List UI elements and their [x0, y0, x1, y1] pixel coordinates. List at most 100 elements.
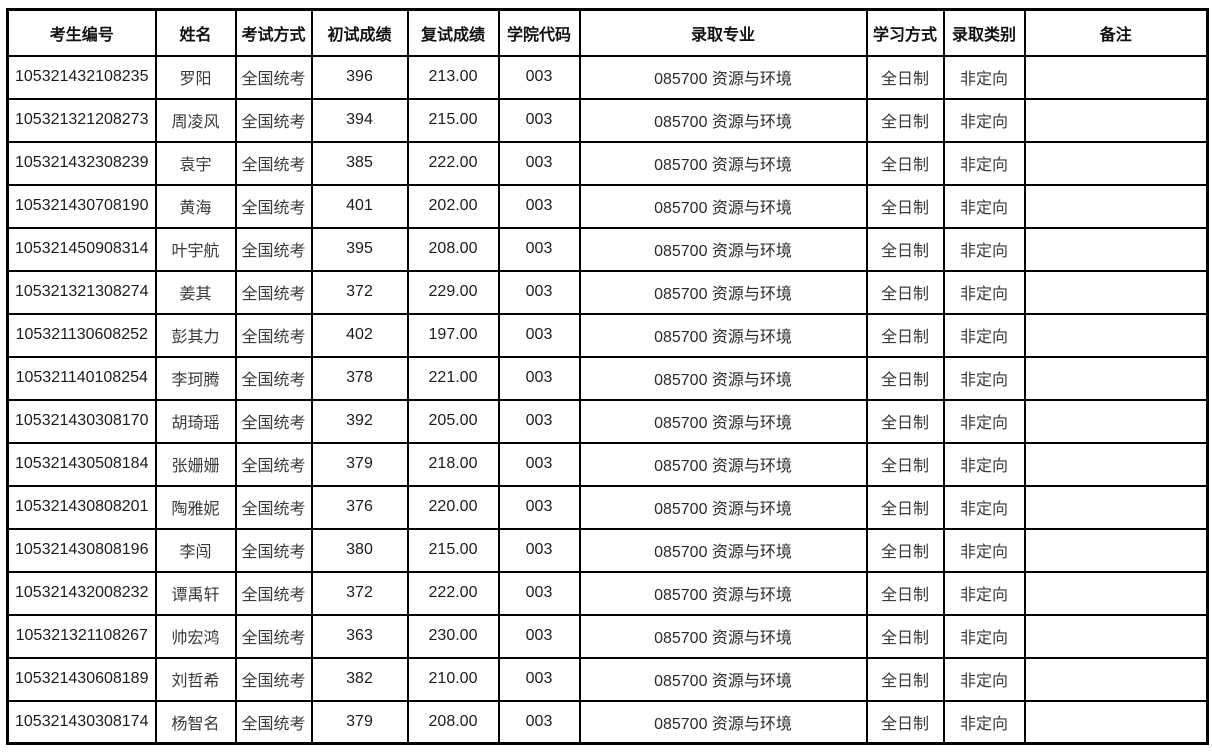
cell-candidate-id: 105321430808201 — [6, 484, 157, 530]
cell-admission-category: 非定向 — [942, 441, 1026, 487]
cell-retest-score: 229.00 — [406, 269, 500, 315]
cell-college-code: 003 — [497, 140, 581, 186]
cell-admission-category: 非定向 — [942, 398, 1026, 444]
cell-major: 085700 资源与环境 — [578, 97, 868, 143]
cell-candidate-id: 105321321108267 — [6, 613, 157, 659]
cell-major: 085700 资源与环境 — [578, 269, 868, 315]
cell-major: 085700 资源与环境 — [578, 355, 868, 401]
cell-major: 085700 资源与环境 — [578, 656, 868, 702]
cell-college-code: 003 — [497, 699, 581, 745]
cell-major: 085700 资源与环境 — [578, 312, 868, 358]
admission-table: 考生编号 姓名 考试方式 初试成绩 复试成绩 学院代码 录取专业 学习方式 录取类别 备注 105… — [6, 8, 1209, 745]
cell-exam-method: 全国统考 — [234, 441, 313, 487]
table-row: 105321430508184 张姗姗 全国统考 379 218.00 003 085700… — [6, 441, 1209, 487]
cell-admission-category: 非定向 — [942, 183, 1026, 229]
cell-study-mode: 全日制 — [865, 398, 945, 444]
cell-admission-category: 非定向 — [942, 484, 1026, 530]
cell-college-code: 003 — [497, 312, 581, 358]
table-row: 105321130608252 彭其力 全国统考 402 197.00 003 085700… — [6, 312, 1209, 358]
cell-retest-score: 230.00 — [406, 613, 500, 659]
cell-initial-score: 372 — [310, 570, 409, 616]
cell-admission-category: 非定向 — [942, 312, 1026, 358]
cell-retest-score: 208.00 — [406, 699, 500, 745]
col-header-exam-method: 考试方式 — [234, 8, 313, 57]
cell-name: 谭禹轩 — [154, 570, 237, 616]
cell-study-mode: 全日制 — [865, 140, 945, 186]
cell-remarks — [1023, 226, 1209, 272]
table-row: 105321321108267 帅宏鸿 全国统考 363 230.00 003 085700… — [6, 613, 1209, 659]
cell-admission-category: 非定向 — [942, 140, 1026, 186]
cell-exam-method: 全国统考 — [234, 699, 313, 745]
cell-admission-category: 非定向 — [942, 699, 1026, 745]
cell-retest-score: 197.00 — [406, 312, 500, 358]
cell-remarks — [1023, 183, 1209, 229]
cell-study-mode: 全日制 — [865, 527, 945, 573]
cell-remarks — [1023, 441, 1209, 487]
cell-candidate-id: 105321130608252 — [6, 312, 157, 358]
col-header-name: 姓名 — [154, 8, 237, 57]
cell-major: 085700 资源与环境 — [578, 484, 868, 530]
cell-name: 周凌风 — [154, 97, 237, 143]
cell-name: 张姗姗 — [154, 441, 237, 487]
cell-remarks — [1023, 656, 1209, 702]
table-row: 105321430308174 杨智名 全国统考 379 208.00 003 085700… — [6, 699, 1209, 745]
cell-study-mode: 全日制 — [865, 97, 945, 143]
cell-college-code: 003 — [497, 183, 581, 229]
cell-major: 085700 资源与环境 — [578, 54, 868, 100]
cell-admission-category: 非定向 — [942, 570, 1026, 616]
cell-exam-method: 全国统考 — [234, 355, 313, 401]
cell-initial-score: 392 — [310, 398, 409, 444]
cell-retest-score: 213.00 — [406, 54, 500, 100]
cell-major: 085700 资源与环境 — [578, 527, 868, 573]
cell-remarks — [1023, 355, 1209, 401]
cell-initial-score: 372 — [310, 269, 409, 315]
cell-initial-score: 394 — [310, 97, 409, 143]
cell-candidate-id: 105321450908314 — [6, 226, 157, 272]
cell-candidate-id: 105321432008232 — [6, 570, 157, 616]
table-row: 105321430808196 李闯 全国统考 380 215.00 003 085700 … — [6, 527, 1209, 573]
cell-remarks — [1023, 613, 1209, 659]
cell-remarks — [1023, 140, 1209, 186]
cell-study-mode: 全日制 — [865, 656, 945, 702]
cell-name: 罗阳 — [154, 54, 237, 100]
cell-study-mode: 全日制 — [865, 355, 945, 401]
cell-candidate-id: 105321430708190 — [6, 183, 157, 229]
table-row: 105321430708190 黄海 全国统考 401 202.00 003 085700 … — [6, 183, 1209, 229]
cell-candidate-id: 105321430808196 — [6, 527, 157, 573]
cell-candidate-id: 105321430308174 — [6, 699, 157, 745]
cell-study-mode: 全日制 — [865, 441, 945, 487]
col-header-candidate-id: 考生编号 — [6, 8, 157, 57]
cell-retest-score: 210.00 — [406, 656, 500, 702]
cell-major: 085700 资源与环境 — [578, 398, 868, 444]
cell-college-code: 003 — [497, 355, 581, 401]
cell-exam-method: 全国统考 — [234, 398, 313, 444]
cell-college-code: 003 — [497, 613, 581, 659]
cell-major: 085700 资源与环境 — [578, 226, 868, 272]
cell-name: 袁宇 — [154, 140, 237, 186]
table-row: 105321140108254 李珂腾 全国统考 378 221.00 003 085700… — [6, 355, 1209, 401]
cell-admission-category: 非定向 — [942, 527, 1026, 573]
cell-initial-score: 395 — [310, 226, 409, 272]
cell-initial-score: 376 — [310, 484, 409, 530]
cell-initial-score: 379 — [310, 699, 409, 745]
cell-retest-score: 208.00 — [406, 226, 500, 272]
cell-initial-score: 380 — [310, 527, 409, 573]
cell-candidate-id: 105321321208273 — [6, 97, 157, 143]
cell-college-code: 003 — [497, 484, 581, 530]
cell-admission-category: 非定向 — [942, 226, 1026, 272]
cell-college-code: 003 — [497, 441, 581, 487]
cell-remarks — [1023, 527, 1209, 573]
cell-name: 黄海 — [154, 183, 237, 229]
table-row: 105321321308274 姜其 全国统考 372 229.00 003 085700 … — [6, 269, 1209, 315]
cell-study-mode: 全日制 — [865, 484, 945, 530]
cell-major: 085700 资源与环境 — [578, 570, 868, 616]
col-header-admission-category: 录取类别 — [942, 8, 1026, 57]
cell-remarks — [1023, 484, 1209, 530]
cell-exam-method: 全国统考 — [234, 183, 313, 229]
cell-name: 彭其力 — [154, 312, 237, 358]
cell-name: 叶宇航 — [154, 226, 237, 272]
cell-name: 李闯 — [154, 527, 237, 573]
cell-college-code: 003 — [497, 54, 581, 100]
cell-candidate-id: 105321430608189 — [6, 656, 157, 702]
cell-exam-method: 全国统考 — [234, 484, 313, 530]
